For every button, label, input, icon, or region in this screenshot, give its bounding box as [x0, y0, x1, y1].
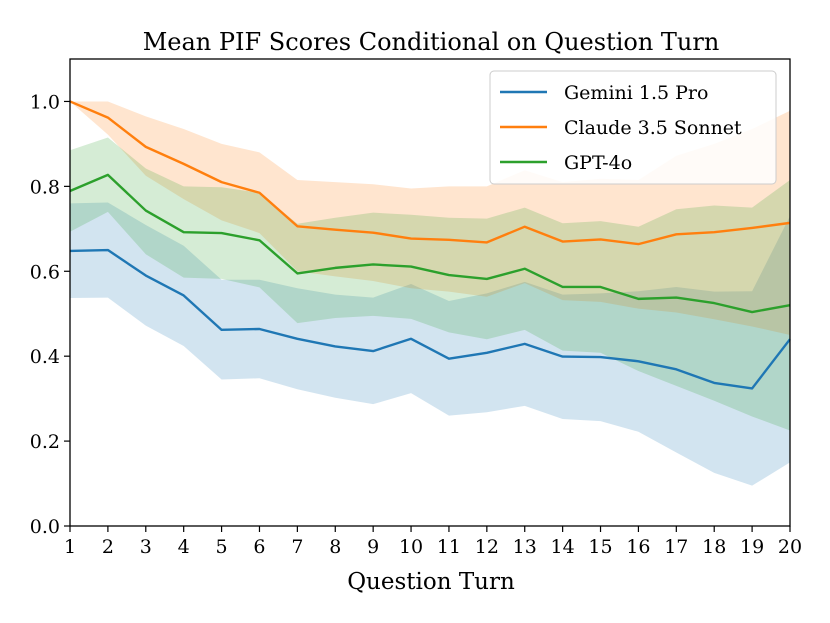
x-axis-ticks: 1 2 3 4 5 6 7 8 9 10 11 12 13 14 15 16 17 18 19 20	[64, 526, 802, 558]
legend-label-gemini-1-5-pro: Gemini 1.5 Pro	[564, 82, 708, 104]
y-tick-label: 0.8	[30, 176, 60, 198]
x-tick-label: 5	[216, 536, 228, 558]
x-tick-label: 15	[588, 536, 612, 558]
legend-label-claude-3-5-sonnet: Claude 3.5 Sonnet	[564, 117, 742, 139]
x-tick-label: 12	[475, 536, 499, 558]
y-tick-label: 0.0	[30, 516, 60, 538]
y-tick-label: 1.0	[30, 91, 60, 113]
plot-frame	[69, 58, 791, 527]
band-gemini-1-5-pro	[70, 202, 790, 486]
line-claude-3-5-sonnet	[69, 100, 791, 246]
series-lines	[69, 100, 791, 390]
x-tick-label: 3	[140, 536, 152, 558]
line-gpt-4o	[69, 173, 791, 314]
x-tick-label: 18	[702, 536, 726, 558]
chart-title: Mean PIF Scores Conditional on Question …	[143, 28, 720, 56]
band-claude-3-5-sonnet	[70, 101, 790, 335]
x-tick-label: 13	[513, 536, 537, 558]
x-tick-label: 20	[778, 536, 802, 558]
x-tick-label: 7	[291, 536, 303, 558]
y-tick-label: 0.4	[30, 346, 60, 368]
y-tick-label: 0.6	[30, 261, 60, 283]
x-tick-label: 10	[399, 536, 423, 558]
x-tick-label: 11	[437, 536, 461, 558]
legend-box	[489, 70, 777, 185]
x-tick-label: 8	[329, 536, 341, 558]
x-tick-label: 14	[551, 536, 575, 558]
x-axis-label: Question Turn	[347, 569, 515, 595]
legend-label-gpt-4o: GPT-4o	[564, 152, 632, 174]
x-tick-label: 19	[740, 536, 764, 558]
x-tick-label: 4	[178, 536, 190, 558]
y-axis-ticks: 0.0 0.2 0.4 0.6 0.8 1.0	[30, 91, 70, 538]
x-tick-label: 1	[64, 536, 76, 558]
x-tick-label: 17	[664, 536, 688, 558]
x-tick-label: 9	[367, 536, 379, 558]
x-tick-label: 16	[626, 536, 650, 558]
y-tick-label: 0.2	[30, 431, 60, 453]
x-tick-label: 6	[253, 536, 265, 558]
line-gemini-1-5-pro	[69, 248, 791, 390]
x-tick-label: 2	[102, 536, 114, 558]
legend: Gemini 1.5 Pro Claude 3.5 Sonnet GPT-4o	[489, 70, 777, 185]
